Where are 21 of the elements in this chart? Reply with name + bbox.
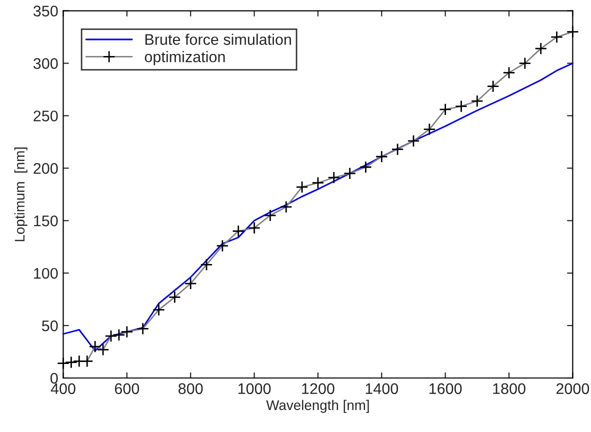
- x-tick-label: 600: [114, 383, 140, 394]
- y-tick-label: 50: [42, 320, 58, 332]
- legend-label: Brute force simulation: [145, 34, 291, 45]
- x-tick-label: 1200: [302, 383, 334, 394]
- y-tick-label: 200: [34, 163, 58, 174]
- x-tick-label: 800: [178, 383, 203, 394]
- x-tick-label: 1000: [238, 383, 271, 394]
- y-tick-label: 250: [34, 110, 58, 122]
- x-tick-label: 1400: [366, 383, 398, 394]
- y-tick-label: 150: [34, 215, 58, 226]
- x-tick-label: 400: [50, 383, 76, 394]
- y-tick-label: 350: [33, 6, 58, 16]
- y-tick-label: 0: [50, 372, 58, 384]
- x-tick-label: 1600: [429, 383, 462, 394]
- y-axis-title: Loptimum [nm]: [14, 148, 28, 242]
- x-tick-label: 1800: [493, 383, 526, 394]
- x-tick-label: 2000: [556, 383, 590, 394]
- x-axis-title: Wavelength [nm]: [266, 400, 369, 413]
- y-tick-label: 100: [34, 268, 58, 279]
- legend-label: optimization: [144, 51, 225, 66]
- y-tick-label: 300: [33, 58, 58, 69]
